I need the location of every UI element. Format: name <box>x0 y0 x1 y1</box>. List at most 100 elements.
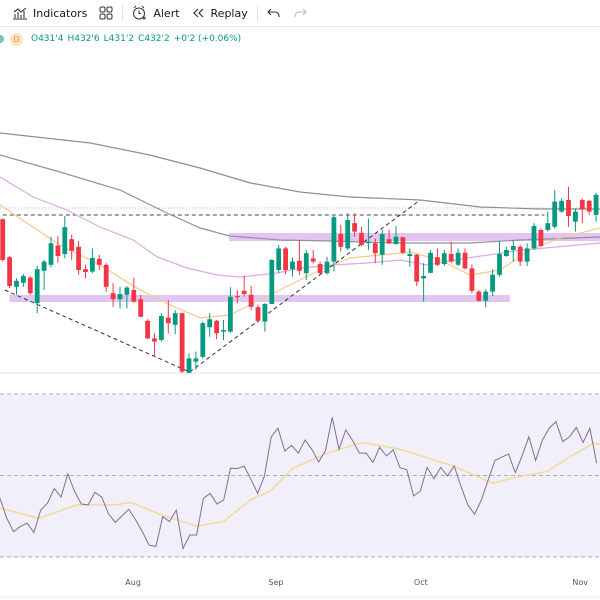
candle-body <box>552 201 558 227</box>
legend-high: H432'6 <box>67 34 100 44</box>
candle <box>407 248 413 267</box>
candle-body <box>366 241 371 244</box>
candle <box>145 319 150 340</box>
candle-body <box>34 269 40 304</box>
candle <box>455 248 461 266</box>
candle <box>269 259 275 304</box>
candle-body <box>200 323 206 357</box>
trendline <box>4 289 190 373</box>
candle-body <box>566 200 571 216</box>
candle <box>96 254 102 270</box>
candle-body <box>559 200 564 212</box>
candle-body <box>62 227 68 254</box>
candle <box>276 244 282 274</box>
candle <box>379 230 385 265</box>
candle <box>559 198 564 213</box>
candle-body <box>504 250 509 256</box>
undo-button[interactable] <box>261 1 287 25</box>
candle-body <box>448 254 454 262</box>
candle-body <box>138 299 144 317</box>
candle-body <box>441 253 447 264</box>
replay-rewind-icon <box>192 8 203 18</box>
candle <box>566 186 571 227</box>
candle <box>27 276 33 295</box>
candle-body <box>234 296 240 298</box>
candle <box>448 241 454 264</box>
candle-body <box>117 294 123 300</box>
candle-body <box>379 234 385 255</box>
candle <box>366 218 371 250</box>
rsi-pane <box>0 393 600 558</box>
candle-body <box>55 245 61 256</box>
candle-body <box>524 248 530 262</box>
alert-clock-icon <box>133 5 147 20</box>
redo-button[interactable] <box>287 1 313 25</box>
candle-body <box>324 261 330 274</box>
candle <box>48 236 54 268</box>
candle <box>524 243 530 266</box>
candle <box>214 320 219 340</box>
candle-body <box>21 276 26 283</box>
candle <box>469 264 475 294</box>
replay-label: Replay <box>210 6 248 20</box>
layout-templates-button[interactable] <box>93 1 119 25</box>
candle-body <box>27 277 33 294</box>
candle <box>103 263 109 292</box>
moving-average-ma_short <box>0 176 600 278</box>
candle-body <box>103 264 109 287</box>
toolbar-divider <box>122 5 124 21</box>
legend-close: C432'2 <box>138 34 170 44</box>
rsi-band-background <box>0 394 600 557</box>
alert-button[interactable]: Alert <box>126 1 185 25</box>
candle <box>517 244 523 266</box>
candle <box>228 287 233 333</box>
candle <box>131 277 137 303</box>
candle-body <box>159 316 164 340</box>
candle <box>393 226 399 245</box>
candle-body <box>303 253 309 274</box>
time-axis[interactable]: Aug Sep Oct Nov <box>125 578 588 587</box>
candle <box>262 303 268 332</box>
candle <box>490 269 495 296</box>
candle <box>14 278 19 295</box>
candle-body <box>207 319 213 328</box>
candle-body <box>255 307 261 321</box>
replay-button[interactable]: Replay <box>186 1 254 25</box>
candle <box>400 236 406 254</box>
candle-body <box>69 239 75 251</box>
top-toolbar: Indicators Alert Replay <box>0 0 600 27</box>
candle-body <box>573 211 578 222</box>
candle-body <box>297 260 302 271</box>
candle <box>124 286 130 309</box>
candle <box>435 248 440 266</box>
market-status-dot <box>0 35 4 43</box>
candle-body <box>186 358 192 373</box>
candle-body <box>455 252 461 265</box>
candle <box>414 254 420 286</box>
candle-body <box>359 232 364 245</box>
candle <box>497 240 502 277</box>
candle <box>0 218 6 262</box>
candle-body <box>372 243 378 254</box>
candle-body <box>76 246 81 270</box>
candle <box>179 312 185 373</box>
candle <box>55 236 61 263</box>
candle-body <box>510 246 516 250</box>
indicators-icon <box>13 7 27 20</box>
candle-body <box>90 258 95 272</box>
indicators-button[interactable]: Indicators <box>0 1 93 25</box>
candle <box>331 216 337 272</box>
moving-average-ma_mid <box>0 154 600 244</box>
candle-body <box>345 220 351 249</box>
candle-body <box>352 223 357 232</box>
candle-body <box>0 219 6 260</box>
candle <box>352 213 357 237</box>
candle-body <box>228 296 233 332</box>
candle-body <box>276 248 282 270</box>
candle <box>193 351 199 370</box>
interval-badge[interactable]: D <box>10 32 23 46</box>
time-axis-label: Oct <box>414 578 428 587</box>
candle <box>324 256 330 275</box>
candle-body <box>538 230 544 246</box>
